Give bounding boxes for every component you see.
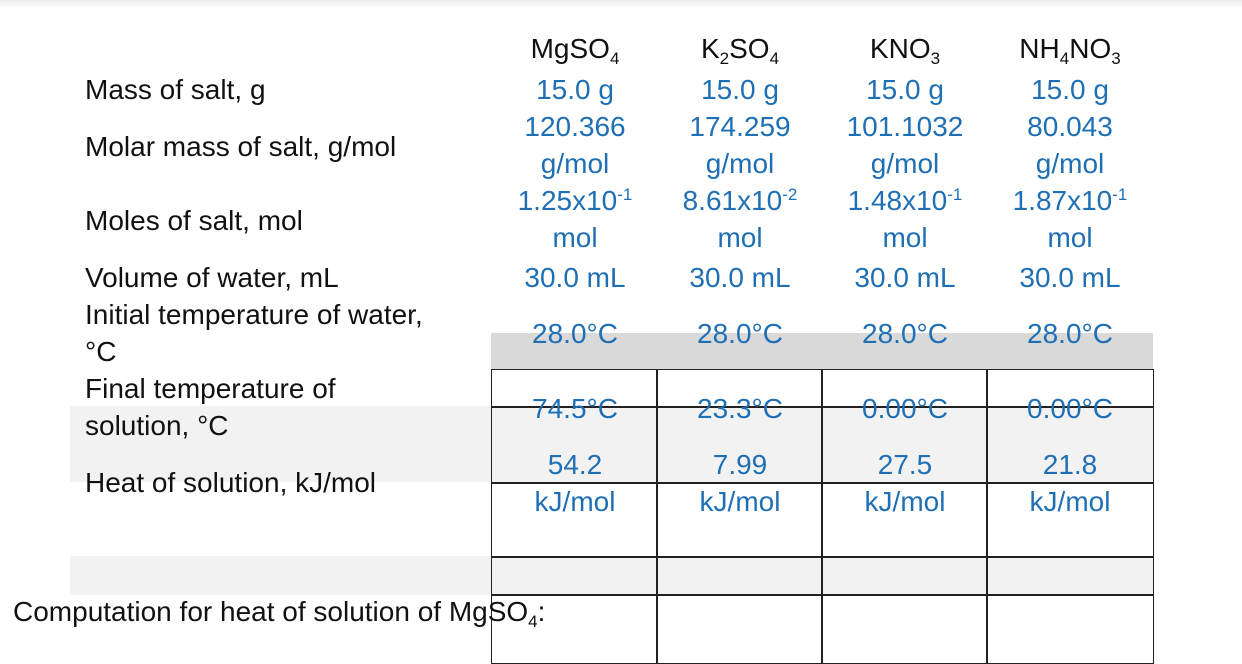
top-shadow xyxy=(0,0,1242,8)
column-header-kno3: KNO3 xyxy=(869,33,941,68)
initial-temp-kno3: 28.0°C xyxy=(862,318,948,349)
molar-mass-nh4no3: 80.043 g/mol xyxy=(1027,111,1113,179)
heat-mgso4: 54.2 kJ/mol xyxy=(534,449,616,517)
gray-band-final xyxy=(70,406,1153,482)
mass-nh4no3: 15.0 g xyxy=(1031,74,1109,105)
initial-temp-mgso4: 28.0°C xyxy=(532,318,618,349)
heat-k2so4: 7.99 kJ/mol xyxy=(699,449,781,517)
moles-nh4no3: 1.87x10-1 mol xyxy=(1012,185,1128,253)
gray-band-lower xyxy=(70,556,1153,595)
molar-mass-mgso4: 120.366 g/mol xyxy=(524,111,626,179)
mass-mgso4: 15.0 g xyxy=(536,74,614,105)
final-temp-k2so4: 23.3°C xyxy=(697,393,783,424)
column-header-nh4no3: NH4NO3 xyxy=(1019,33,1121,68)
molar-mass-k2so4: 174.259 g/mol xyxy=(689,111,791,179)
heat-nh4no3: 21.8 kJ/mol xyxy=(1029,449,1111,517)
row-label-mass: Mass of salt, g xyxy=(85,74,266,105)
final-temp-kno3: 0.00°C xyxy=(862,393,948,424)
volume-kno3: 30.0 mL xyxy=(854,262,956,293)
gray-band-initial xyxy=(491,333,1153,370)
initial-temp-k2so4: 28.0°C xyxy=(697,318,783,349)
volume-mgso4: 30.0 mL xyxy=(524,262,626,293)
row-label-heat: Heat of solution, kJ/mol xyxy=(85,467,377,498)
final-temp-nh4no3: 0.00°C xyxy=(1027,393,1113,424)
mass-k2so4: 15.0 g xyxy=(701,74,779,105)
computation-heading: Computation for heat of solution of MgSO… xyxy=(13,596,546,631)
row-label-final-temp: Final temperature of solution, °C xyxy=(85,373,336,441)
moles-k2so4: 8.61x10-2 mol xyxy=(682,185,798,253)
mass-kno3: 15.0 g xyxy=(866,74,944,105)
initial-temp-nh4no3: 28.0°C xyxy=(1027,318,1113,349)
row-label-initial-temp: Initial temperature of water, °C xyxy=(85,299,423,367)
molar-mass-kno3: 101.1032 g/mol xyxy=(846,111,964,179)
volume-k2so4: 30.0 mL xyxy=(689,262,791,293)
row-label-volume: Volume of water, mL xyxy=(85,262,339,293)
row-label-molar-mass: Molar mass of salt, g/mol xyxy=(85,131,397,162)
volume-nh4no3: 30.0 mL xyxy=(1019,262,1121,293)
column-header-mgso4: MgSO4 xyxy=(530,33,620,68)
column-header-k2so4: K2SO4 xyxy=(700,33,780,68)
row-label-moles: Moles of salt, mol xyxy=(85,205,303,236)
moles-kno3: 1.48x10-1 mol xyxy=(847,185,963,253)
final-temp-mgso4: 74.5°C xyxy=(532,393,618,424)
heat-kno3: 27.5 kJ/mol xyxy=(864,449,946,517)
moles-mgso4: 1.25x10-1 mol xyxy=(517,185,633,253)
